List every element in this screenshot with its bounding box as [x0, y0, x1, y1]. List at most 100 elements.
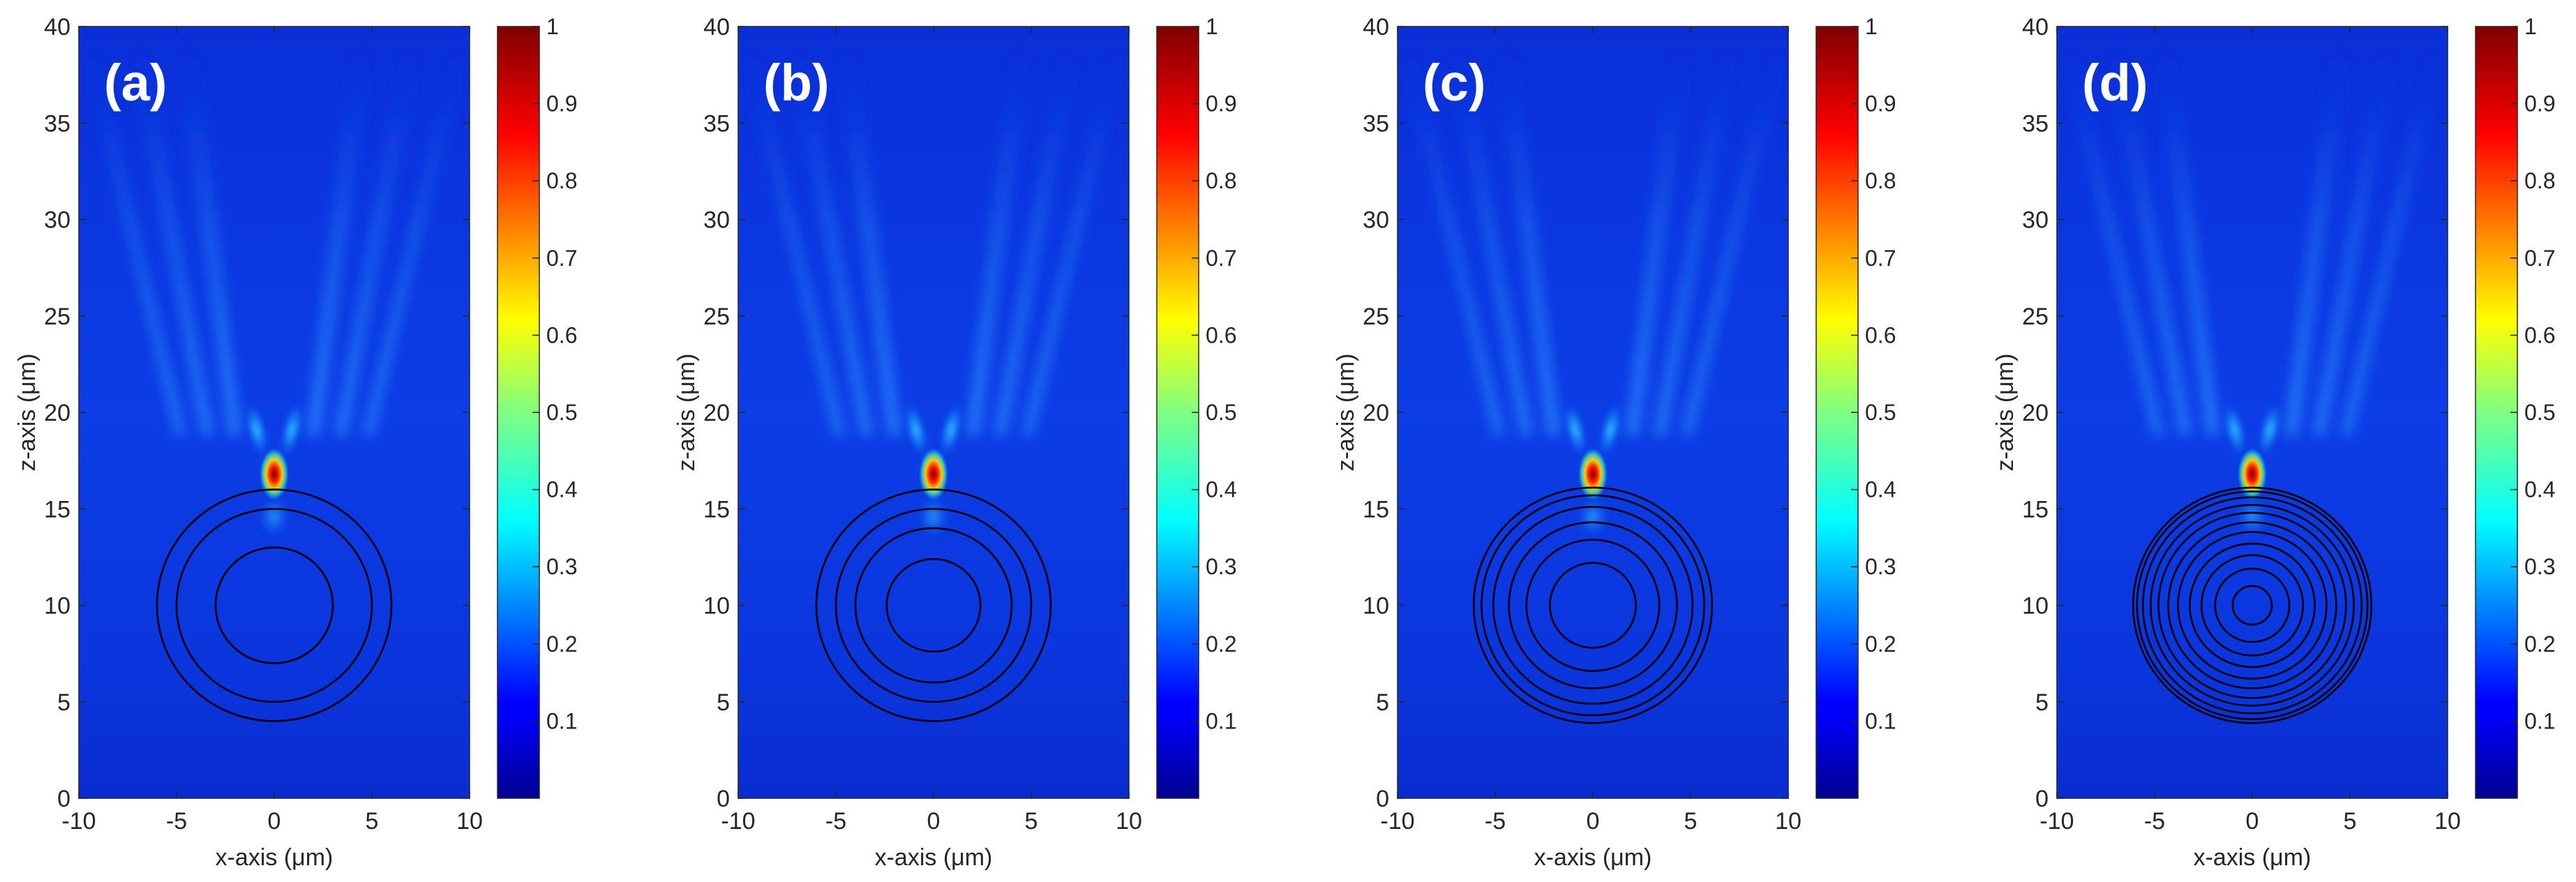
fork-lobe [903, 399, 929, 460]
microsphere-rings [2132, 486, 2373, 724]
colorbar-tick-label: 0.9 [546, 91, 577, 117]
ring [2157, 511, 2347, 699]
panel-label: (d) [2082, 54, 2148, 112]
side-lobe [1494, 45, 1559, 436]
x-tick-label: -5 [166, 808, 187, 835]
side-lobe [2314, 45, 2399, 436]
y-axis-ticks: 0 5 10 15 20 25 30 35 40 [1363, 14, 1788, 812]
y-tick-label: 40 [1363, 14, 1389, 40]
y-tick-label: 40 [703, 14, 730, 40]
x-tick-label: 0 [268, 808, 281, 835]
colorbar-tick-label: 0.7 [1865, 246, 1896, 271]
side-lobe [308, 45, 373, 436]
x-tick-label: 5 [1025, 808, 1038, 835]
side-lobe [1446, 45, 1532, 436]
colorbar-tick-label: 0.7 [546, 246, 577, 271]
ring [1508, 521, 1678, 689]
fork-lobe [2222, 399, 2248, 460]
inner-lobe [1575, 493, 1611, 540]
ring [2200, 554, 2305, 657]
y-tick-label: 10 [703, 593, 730, 620]
colorbar-tick-label: 0.2 [2524, 631, 2555, 657]
x-tick-label: 0 [2246, 808, 2259, 835]
y-axis-label: z-axis (μm) [673, 354, 700, 472]
intensity-field [738, 27, 1129, 798]
colorbar-tick-label: 0.5 [2524, 400, 2555, 425]
focal-spot [1578, 448, 1608, 500]
x-tick-label: -10 [1380, 808, 1414, 835]
fork-lobe [2256, 399, 2283, 460]
intensity-field [2057, 27, 2448, 798]
y-axis-label: z-axis (μm) [1333, 354, 1359, 472]
x-tick-label: 10 [1116, 808, 1142, 835]
forked-lobe [244, 399, 305, 460]
colorbar-tick-label: 0.5 [1206, 400, 1236, 425]
side-lobe [336, 45, 421, 436]
intensity-field [79, 27, 470, 798]
x-axis-label: x-axis (μm) [1534, 844, 1652, 871]
y-axis-ticks: 0 5 10 15 20 25 30 35 40 [703, 14, 1129, 812]
y-tick-label: 30 [1363, 207, 1389, 234]
colorbar-tick-label: 0.3 [1206, 554, 1236, 579]
y-tick-label: 25 [703, 304, 730, 330]
fork-lobe [244, 399, 270, 460]
side-lobe [740, 45, 844, 436]
y-tick-label: 25 [1363, 304, 1389, 330]
y-tick-label: 10 [44, 593, 70, 620]
y-tick-label: 20 [2022, 400, 2049, 426]
y-tick-label: 35 [1363, 110, 1389, 137]
y-tick-label: 15 [44, 496, 70, 523]
field-background [2057, 27, 2448, 798]
panel-4: -10 -5 0 5 10 0 5 10 15 20 25 30 35 40 x-axis (μm) z-ax… [1992, 14, 2555, 871]
y-tick-label: 0 [717, 786, 730, 812]
side-lobe [2342, 45, 2446, 436]
colorbar: 0.1 0.2 0.3 0.4 0.5 0.6 0.7 0.8 0.9 1 [1815, 14, 1896, 799]
colorbar-tick-label: 0.9 [1865, 91, 1896, 117]
x-tick-label: 5 [366, 808, 379, 835]
colorbar: 0.1 0.2 0.3 0.4 0.5 0.6 0.7 0.8 0.9 1 [497, 14, 577, 799]
x-tick-label: -10 [61, 808, 96, 835]
side-lobes [2058, 45, 2446, 436]
ring [2141, 496, 2363, 715]
side-lobe [2286, 45, 2351, 436]
side-lobe [128, 45, 213, 436]
colorbar-tick-label: 0.6 [1865, 322, 1896, 347]
side-lobes [1399, 45, 1787, 436]
colorbar-tick-label: 0.8 [1865, 168, 1896, 193]
x-tick-label: 10 [456, 808, 483, 835]
x-axis-label: x-axis (μm) [875, 844, 993, 871]
y-axis-label: z-axis (μm) [14, 354, 40, 472]
y-tick-label: 5 [2035, 689, 2049, 716]
x-tick-label: 0 [927, 808, 941, 835]
ring [2177, 531, 2328, 680]
y-tick-label: 30 [2022, 207, 2049, 234]
x-axis-ticks: -10 -5 0 5 10 [2039, 27, 2461, 835]
y-tick-label: 5 [57, 689, 70, 716]
inner-lobe [256, 493, 292, 540]
y-axis-ticks: 0 5 10 15 20 25 30 35 40 [2022, 14, 2448, 812]
side-lobe [2058, 45, 2163, 436]
inner-lobe [915, 493, 952, 540]
colorbar-tick-label: 0.5 [1865, 400, 1896, 425]
panel-1: -10 -5 0 5 10 0 5 10 15 20 25 30 35 40 x-axis (μm) z-ax… [14, 14, 577, 871]
colorbar-tick-label: 0.9 [1206, 91, 1236, 117]
colorbar-tick-label: 0.6 [546, 322, 577, 347]
ring [1525, 539, 1661, 672]
colorbar-tick-label: 0.3 [2524, 554, 2555, 579]
side-lobe [175, 45, 241, 436]
ring [854, 527, 1013, 684]
ring [2231, 585, 2273, 626]
ring [834, 507, 1033, 703]
y-tick-label: 30 [44, 207, 70, 234]
panel-label: (a) [104, 54, 167, 112]
side-lobe [787, 45, 872, 436]
colorbar-tick-label: 0.4 [2524, 477, 2555, 502]
y-tick-label: 5 [1376, 689, 1389, 716]
colorbar-tick-label: 0.3 [1865, 554, 1896, 579]
colorbar-tick-label: 0.4 [1206, 477, 1236, 502]
y-tick-label: 15 [703, 496, 730, 523]
side-lobe [2153, 45, 2219, 436]
colorbar-tick-label: 0.5 [546, 400, 577, 425]
ring [1472, 486, 1714, 724]
ring [1549, 562, 1637, 649]
